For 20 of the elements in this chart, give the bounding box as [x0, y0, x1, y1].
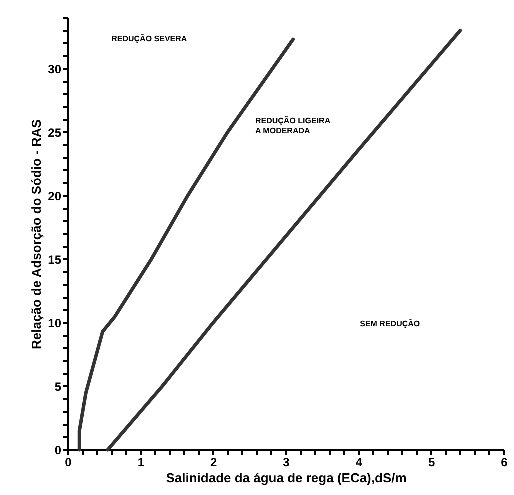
x-tick-label: 2 — [210, 456, 218, 470]
x-tick-label: 3 — [283, 456, 290, 470]
x-tick-label: 4 — [356, 456, 363, 470]
y-tick-label: 30 — [48, 62, 62, 76]
annotation: REDUÇÃO LIGEIRA A MODERADA — [255, 116, 331, 136]
y-tick-label: 10 — [48, 316, 62, 330]
y-tick-label: 5 — [54, 380, 62, 394]
annotation: REDUÇÃO SEVERA — [112, 34, 188, 44]
x-tick-label: 5 — [428, 456, 436, 470]
x-tick-label: 1 — [138, 456, 145, 470]
y-tick-label: 15 — [48, 252, 62, 267]
y-tick-label: 25 — [48, 126, 62, 140]
annotation: SEM REDUÇÃO — [360, 318, 420, 329]
x-tick-label: 0 — [65, 456, 72, 470]
y-tick-label: 20 — [48, 189, 62, 204]
x-tick-label: 6 — [501, 456, 508, 470]
y-tick-label: 0 — [54, 444, 62, 458]
line-series — [106, 28, 462, 452]
y-axis-title: Relação de Adsorção do Sódio - RAS — [29, 119, 44, 350]
x-axis-title: Salinidade da água de rega (ECa),dS/m — [166, 470, 407, 486]
